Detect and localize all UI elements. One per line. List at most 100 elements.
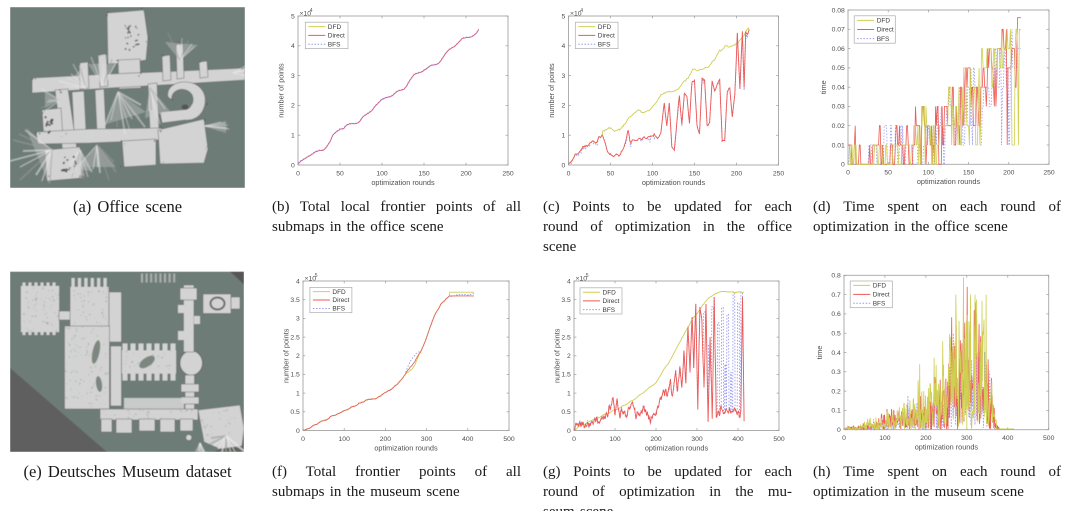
svg-text:200: 200 [380,436,392,443]
svg-text:50: 50 [884,170,892,177]
svg-text:0.2: 0.2 [831,388,841,395]
svg-text:4: 4 [580,8,583,14]
svg-text:50: 50 [607,170,615,177]
svg-text:0: 0 [567,170,571,177]
svg-text:number of points: number of points [547,63,556,118]
svg-text:BFS: BFS [873,300,886,307]
svg-text:2.5: 2.5 [290,334,300,341]
svg-text:3: 3 [567,316,571,323]
svg-text:0.01: 0.01 [832,142,845,149]
svg-text:DFD: DFD [598,24,612,31]
svg-text:100: 100 [376,170,388,177]
svg-text:×10: ×10 [576,276,588,283]
svg-text:0: 0 [842,435,846,442]
svg-text:4: 4 [291,43,295,50]
svg-text:0: 0 [562,162,566,169]
svg-text:number of points: number of points [553,328,562,383]
svg-text:optimization rounds: optimization rounds [642,178,706,187]
svg-text:optimization rounds: optimization rounds [371,178,435,187]
svg-text:Direct: Direct [603,298,620,305]
svg-text:1.5: 1.5 [561,372,571,379]
svg-text:0.08: 0.08 [832,7,845,14]
svg-text:300: 300 [691,436,703,443]
svg-text:400: 400 [732,436,744,443]
svg-text:2.5: 2.5 [561,334,571,341]
svg-text:300: 300 [961,435,973,442]
svg-text:0.02: 0.02 [832,123,845,130]
svg-text:3: 3 [562,73,566,80]
svg-text:0.03: 0.03 [832,104,845,111]
svg-text:200: 200 [1003,170,1015,177]
svg-text:BFS: BFS [328,41,341,48]
svg-text:Direct: Direct [598,33,615,40]
svg-text:0.5: 0.5 [561,409,571,416]
svg-text:number of points: number of points [277,63,286,118]
svg-text:time: time [815,346,824,360]
svg-text:0: 0 [567,428,571,435]
svg-text:optimization rounds: optimization rounds [645,443,709,452]
svg-text:optimization rounds: optimization rounds [374,443,438,452]
svg-text:0.4: 0.4 [831,350,841,357]
svg-text:DFD: DFD [332,289,346,296]
svg-text:0: 0 [291,162,295,169]
svg-text:4: 4 [296,278,300,285]
svg-text:500: 500 [773,436,785,443]
svg-text:100: 100 [923,170,935,177]
svg-text:0.3: 0.3 [831,369,841,376]
svg-text:5: 5 [315,273,318,279]
svg-text:500: 500 [1043,435,1055,442]
svg-text:×10: ×10 [305,276,317,283]
svg-text:100: 100 [647,170,659,177]
svg-text:3: 3 [291,73,295,80]
svg-text:5: 5 [562,13,566,20]
svg-text:150: 150 [689,170,701,177]
svg-text:optimization rounds: optimization rounds [915,443,979,452]
svg-text:optimization rounds: optimization rounds [917,177,981,186]
svg-text:100: 100 [339,436,351,443]
svg-text:1: 1 [567,390,571,397]
svg-text:BFS: BFS [877,36,890,43]
svg-text:100: 100 [609,436,621,443]
svg-text:BFS: BFS [603,307,616,314]
svg-text:150: 150 [418,170,430,177]
svg-text:×10: ×10 [300,11,312,18]
svg-text:2: 2 [291,103,295,110]
svg-text:DFD: DFD [603,289,617,296]
svg-text:0.04: 0.04 [832,85,845,92]
svg-text:2: 2 [562,103,566,110]
svg-text:0: 0 [572,436,576,443]
svg-text:400: 400 [1002,435,1014,442]
svg-text:BFS: BFS [332,306,345,313]
svg-text:200: 200 [731,170,743,177]
svg-text:0: 0 [296,170,300,177]
svg-text:number of points: number of points [282,328,291,383]
svg-text:×10: ×10 [570,11,582,18]
svg-text:200: 200 [650,436,662,443]
svg-text:3.5: 3.5 [290,297,300,304]
svg-text:50: 50 [336,170,344,177]
svg-text:100: 100 [879,435,891,442]
svg-text:200: 200 [460,170,472,177]
svg-text:0.06: 0.06 [832,46,845,53]
svg-text:250: 250 [773,170,785,177]
svg-text:0.1: 0.1 [831,408,841,415]
svg-text:DFD: DFD [328,24,342,31]
svg-text:DFD: DFD [873,283,887,290]
svg-text:BFS: BFS [598,41,611,48]
svg-text:time: time [819,80,828,94]
svg-text:150: 150 [963,170,975,177]
svg-text:Direct: Direct [877,27,894,34]
svg-text:0: 0 [841,162,845,169]
svg-text:4: 4 [562,43,566,50]
svg-text:1.5: 1.5 [290,372,300,379]
svg-text:300: 300 [421,436,433,443]
svg-text:3.5: 3.5 [561,297,571,304]
svg-text:0: 0 [301,436,305,443]
svg-text:2: 2 [296,353,300,360]
svg-text:1: 1 [562,133,566,140]
svg-text:0: 0 [296,428,300,435]
svg-text:0.07: 0.07 [832,27,845,34]
svg-text:3: 3 [296,316,300,323]
svg-text:Direct: Direct [332,297,349,304]
svg-text:0.7: 0.7 [831,292,841,299]
